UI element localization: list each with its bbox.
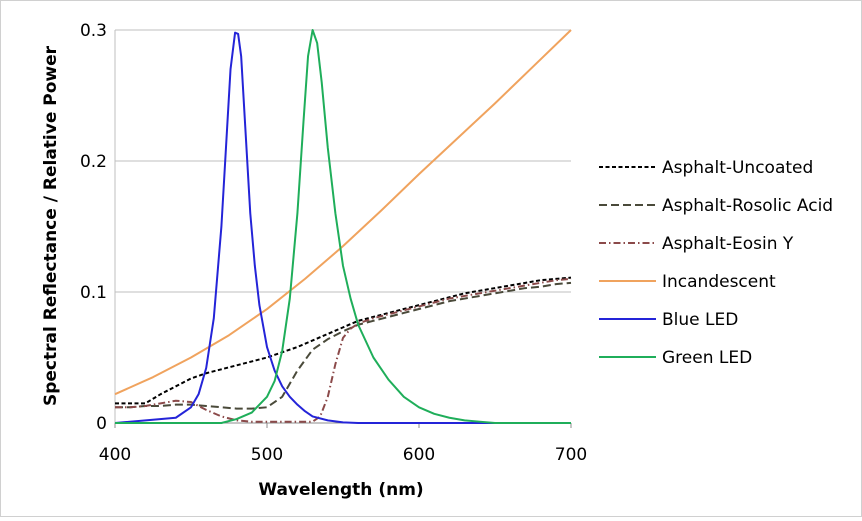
series-lines: [114, 29, 572, 424]
series-line-green-led: [115, 29, 571, 424]
legend: Asphalt-Uncoated Asphalt-Rosolic Acid Asph…: [599, 158, 833, 368]
legend-label-green-led: Green LED: [662, 348, 752, 368]
series-line-incandescent: [114, 29, 572, 396]
axes: [114, 30, 572, 428]
legend-label-incandescent: Incandescent: [662, 272, 776, 292]
y-tick-label-1: 0.1: [80, 283, 107, 303]
y-axis-title: Spectral Reflectance / Relative Power: [41, 45, 61, 406]
legend-label-asphalt-rosolic-acid: Asphalt-Rosolic Acid: [662, 196, 833, 216]
y-tick-label-0: 0: [96, 414, 107, 434]
gridlines: [115, 29, 571, 293]
x-axis-title: Wavelength (nm): [258, 480, 423, 500]
series-line-blue-led: [114, 31, 571, 424]
series-line-asphalt-uncoated: [115, 276, 572, 405]
tick-labels: 0 0.1 0.2 0.3 400 500 600 700: [80, 21, 587, 465]
y-tick-label-2: 0.2: [80, 152, 107, 172]
y-tick-label-3: 0.3: [80, 21, 107, 41]
legend-label-asphalt-uncoated: Asphalt-Uncoated: [662, 158, 813, 178]
legend-label-asphalt-eosin-y: Asphalt-Eosin Y: [662, 234, 794, 254]
legend-label-blue-led: Blue LED: [662, 310, 738, 330]
x-tick-label-0: 400: [99, 445, 131, 465]
series-line-asphalt-rosolic-acid: [115, 281, 572, 410]
x-tick-label-3: 700: [555, 445, 587, 465]
series-line-asphalt-eosin-y: [115, 277, 572, 423]
x-tick-label-2: 600: [403, 445, 435, 465]
x-tick-label-1: 500: [251, 445, 283, 465]
